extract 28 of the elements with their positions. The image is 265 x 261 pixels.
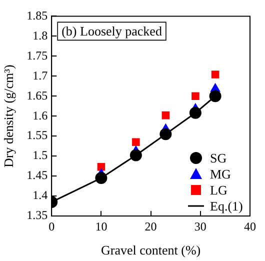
legend-label: Eq.(1)	[210, 198, 243, 214]
point	[192, 92, 200, 100]
y-axis-title: Dry density (g/cm³)	[1, 64, 16, 168]
point	[132, 138, 140, 146]
y-tick-label: 1.85	[26, 8, 48, 22]
point	[211, 70, 220, 78]
x-tick-label: 10	[95, 219, 108, 234]
y-tick-label: 1.65	[26, 88, 48, 102]
annotation: (b) Loosely packed	[62, 24, 162, 39]
y-tick-label: 1.55	[26, 128, 48, 142]
x-tick-label: 40	[244, 219, 256, 234]
x-tick-label: 30	[194, 219, 206, 234]
y-tick-label: 1.7	[32, 68, 48, 82]
y-tick-label: 1.4	[32, 188, 48, 202]
y-tick-label: 1.75	[26, 48, 48, 62]
x-tick-label: 0	[48, 219, 55, 234]
y-tick-label: 1.5	[32, 148, 48, 162]
legend-label: MG	[210, 166, 231, 182]
point	[162, 111, 170, 120]
y-tick-label: 1.8	[32, 28, 48, 42]
y-tick-label: 1.6	[32, 108, 48, 122]
legend-label: LG	[210, 182, 228, 198]
x-tick-label: 20	[144, 219, 157, 234]
point	[209, 90, 222, 102]
y-tick-label: 1.45	[26, 168, 48, 182]
y-tick-label: 1.35	[26, 208, 48, 222]
legend-label: SG	[210, 150, 227, 166]
x-axis-title: Gravel content (%)	[100, 242, 201, 258]
